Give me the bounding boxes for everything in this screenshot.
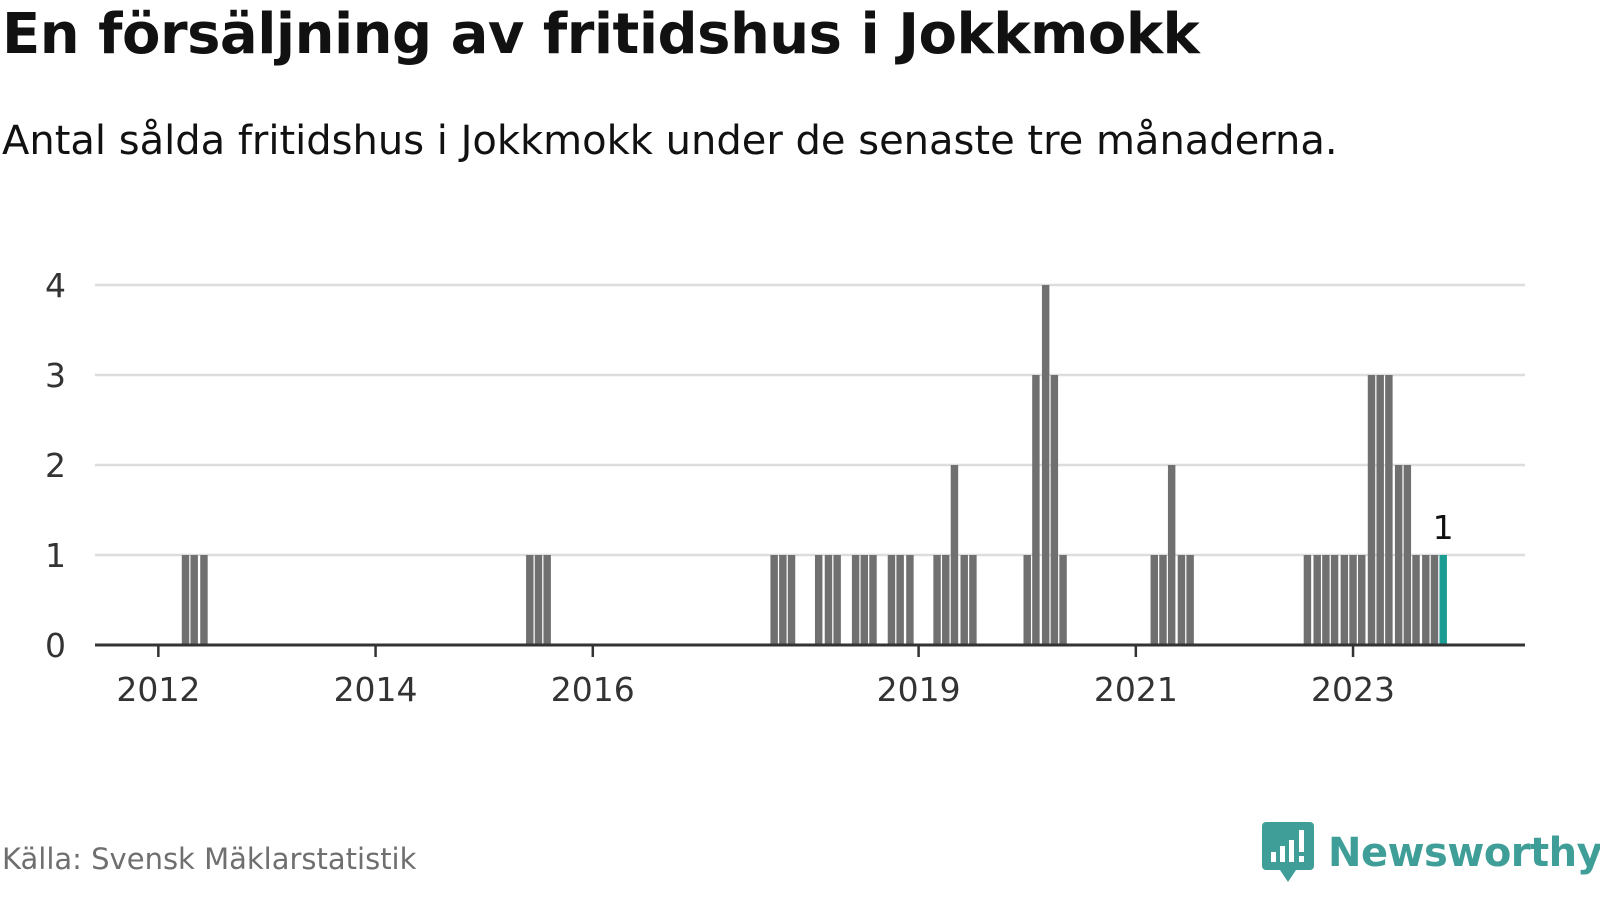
bar [942, 555, 950, 645]
bar [1177, 555, 1186, 645]
bar [887, 555, 896, 645]
bar [1358, 555, 1366, 645]
bar [833, 555, 841, 645]
newsworthy-icon [1262, 822, 1314, 882]
bar [1367, 375, 1376, 645]
bar [950, 465, 959, 645]
bar [1403, 465, 1412, 645]
x-tick-label: 2014 [334, 670, 418, 709]
bar [1050, 375, 1059, 645]
brand-logo[interactable]: Newsworthy [1262, 818, 1600, 888]
bar [181, 555, 190, 645]
bar [851, 555, 860, 645]
chart-subtitle: Antal sålda fritidshus i Jokkmokk under … [2, 118, 1338, 164]
bar [860, 555, 869, 645]
bar [814, 555, 823, 645]
bar [933, 555, 941, 645]
bar-highlight [1439, 555, 1447, 645]
bar [526, 555, 534, 645]
bar [969, 555, 977, 645]
bar [1412, 555, 1420, 645]
x-tick-label: 2012 [116, 670, 200, 709]
x-tick-label: 2016 [551, 670, 635, 709]
bar [960, 555, 968, 645]
bar [1322, 555, 1330, 645]
bar [869, 555, 877, 645]
chart-title: En försäljning av fritidshus i Jokkmokk [2, 2, 1200, 67]
bar [787, 555, 796, 645]
y-tick-label: 0 [45, 626, 66, 665]
source-note: Källa: Svensk Mäklarstatistik [2, 842, 417, 876]
x-tick-label: 2019 [877, 670, 961, 709]
bar [1150, 555, 1159, 645]
bar [543, 555, 551, 645]
brand-name: Newsworthy [1328, 830, 1600, 876]
bar [1422, 555, 1430, 645]
y-tick-label: 2 [45, 446, 66, 485]
bar [770, 555, 778, 645]
bar-chart: 0 1 2 3 4 1 2012 2014 2016 2019 2021 2023 [45, 266, 1525, 709]
bar [1349, 555, 1357, 645]
bar [906, 555, 914, 645]
y-tick-label: 1 [45, 536, 66, 575]
bar [1376, 375, 1384, 645]
x-tick-label: 2023 [1311, 670, 1395, 709]
bar [1059, 555, 1067, 645]
bar [1330, 555, 1339, 645]
bar [1032, 375, 1040, 645]
bar [1313, 555, 1321, 645]
bar [1023, 555, 1031, 645]
bar [1385, 375, 1393, 645]
y-tick-label: 4 [45, 266, 66, 305]
bar [1167, 465, 1176, 645]
bar [534, 555, 543, 645]
y-tick-label: 3 [45, 356, 66, 395]
bar [1303, 555, 1312, 645]
bar [1041, 285, 1050, 645]
last-value-label: 1 [1433, 508, 1454, 547]
bar [824, 555, 833, 645]
bar [200, 555, 208, 645]
bar [1394, 465, 1403, 645]
bar [779, 555, 787, 645]
bar [1186, 555, 1194, 645]
bar [896, 555, 904, 645]
bar [1340, 555, 1349, 645]
bar [1430, 555, 1439, 645]
bar [190, 555, 198, 645]
x-tick-label: 2021 [1094, 670, 1178, 709]
bar [1159, 555, 1167, 645]
